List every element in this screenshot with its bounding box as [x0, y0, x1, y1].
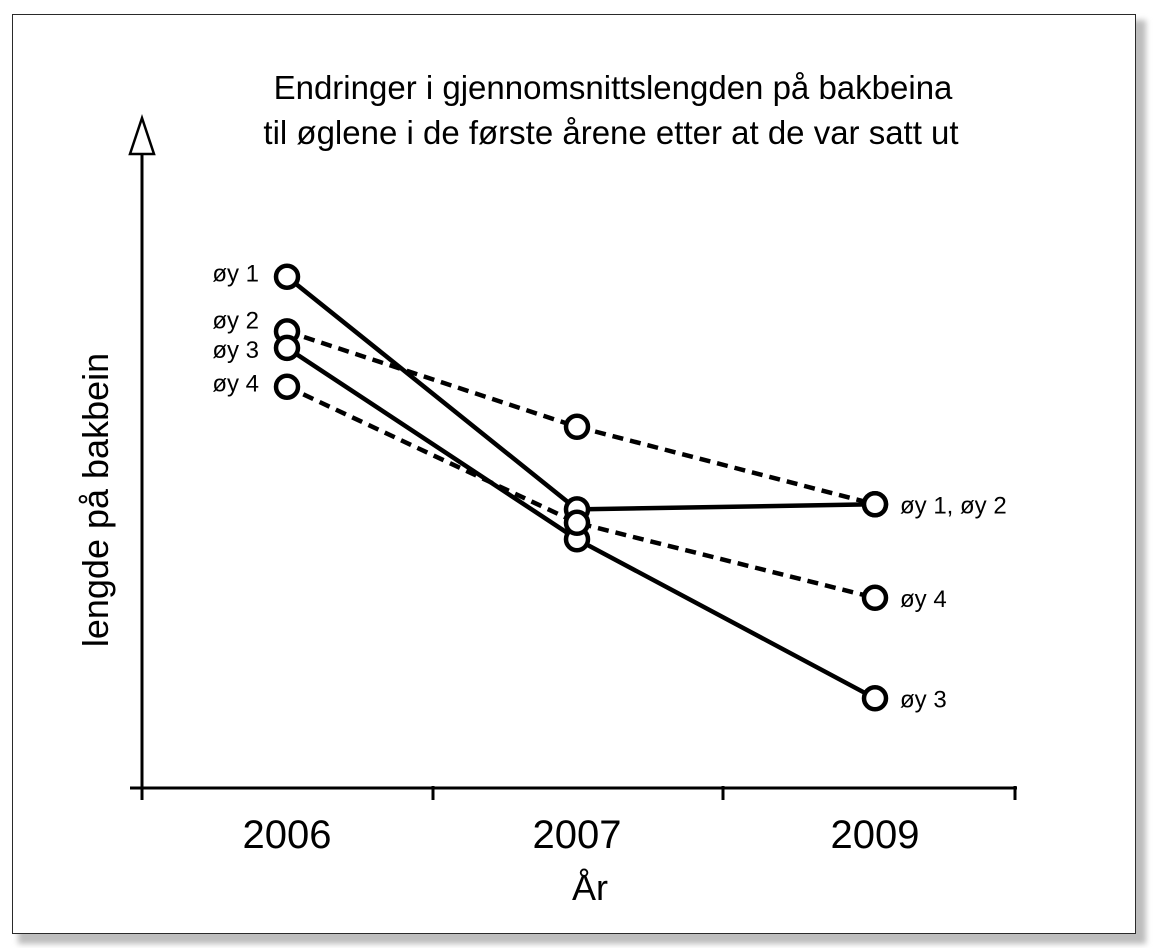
chart-frame — [12, 14, 1136, 934]
data-point-marker — [861, 491, 889, 518]
chart-title-line-2: til øglene i de første årene etter at de… — [263, 114, 958, 151]
x-tick-label: 2007 — [533, 813, 622, 857]
point-label-right: øy 1, øy 2 — [900, 492, 1007, 519]
data-point-marker — [861, 584, 889, 612]
point-label-left: øy 3 — [212, 337, 259, 364]
series-markers — [273, 263, 889, 712]
chart-title-line-1: Endringer i gjennomsnittslengden på bakb… — [274, 69, 953, 106]
x-tick-label: 2009 — [831, 813, 920, 857]
point-label-right: øy 4 — [900, 586, 947, 613]
point-labels: øy 1 øy 2 øy 3 øy 4 øy 1, øy 2 øy 4 øy 3 — [212, 261, 1006, 714]
data-point-marker — [861, 685, 889, 712]
series-line — [285, 274, 876, 512]
data-point-marker — [273, 373, 301, 400]
y-axis-arrow — [128, 114, 156, 156]
y-axis-title: lengde på bakbein — [75, 353, 116, 647]
data-point-marker — [563, 413, 591, 441]
x-tick-label: 2006 — [243, 813, 332, 857]
x-tick-labels: 2006 2007 2009 — [243, 813, 920, 857]
point-label-left: øy 1 — [212, 261, 259, 288]
point-label-right: øy 3 — [900, 686, 947, 713]
series-line — [286, 384, 876, 600]
data-point-marker — [563, 509, 591, 537]
series-line — [286, 329, 876, 507]
data-point-marker — [273, 334, 301, 362]
point-label-left: øy 4 — [212, 371, 259, 398]
series-lines — [285, 274, 877, 701]
point-label-left: øy 2 — [212, 307, 259, 334]
x-axis-title: År — [572, 867, 608, 908]
axes — [128, 114, 1017, 800]
data-point-marker — [273, 263, 301, 290]
